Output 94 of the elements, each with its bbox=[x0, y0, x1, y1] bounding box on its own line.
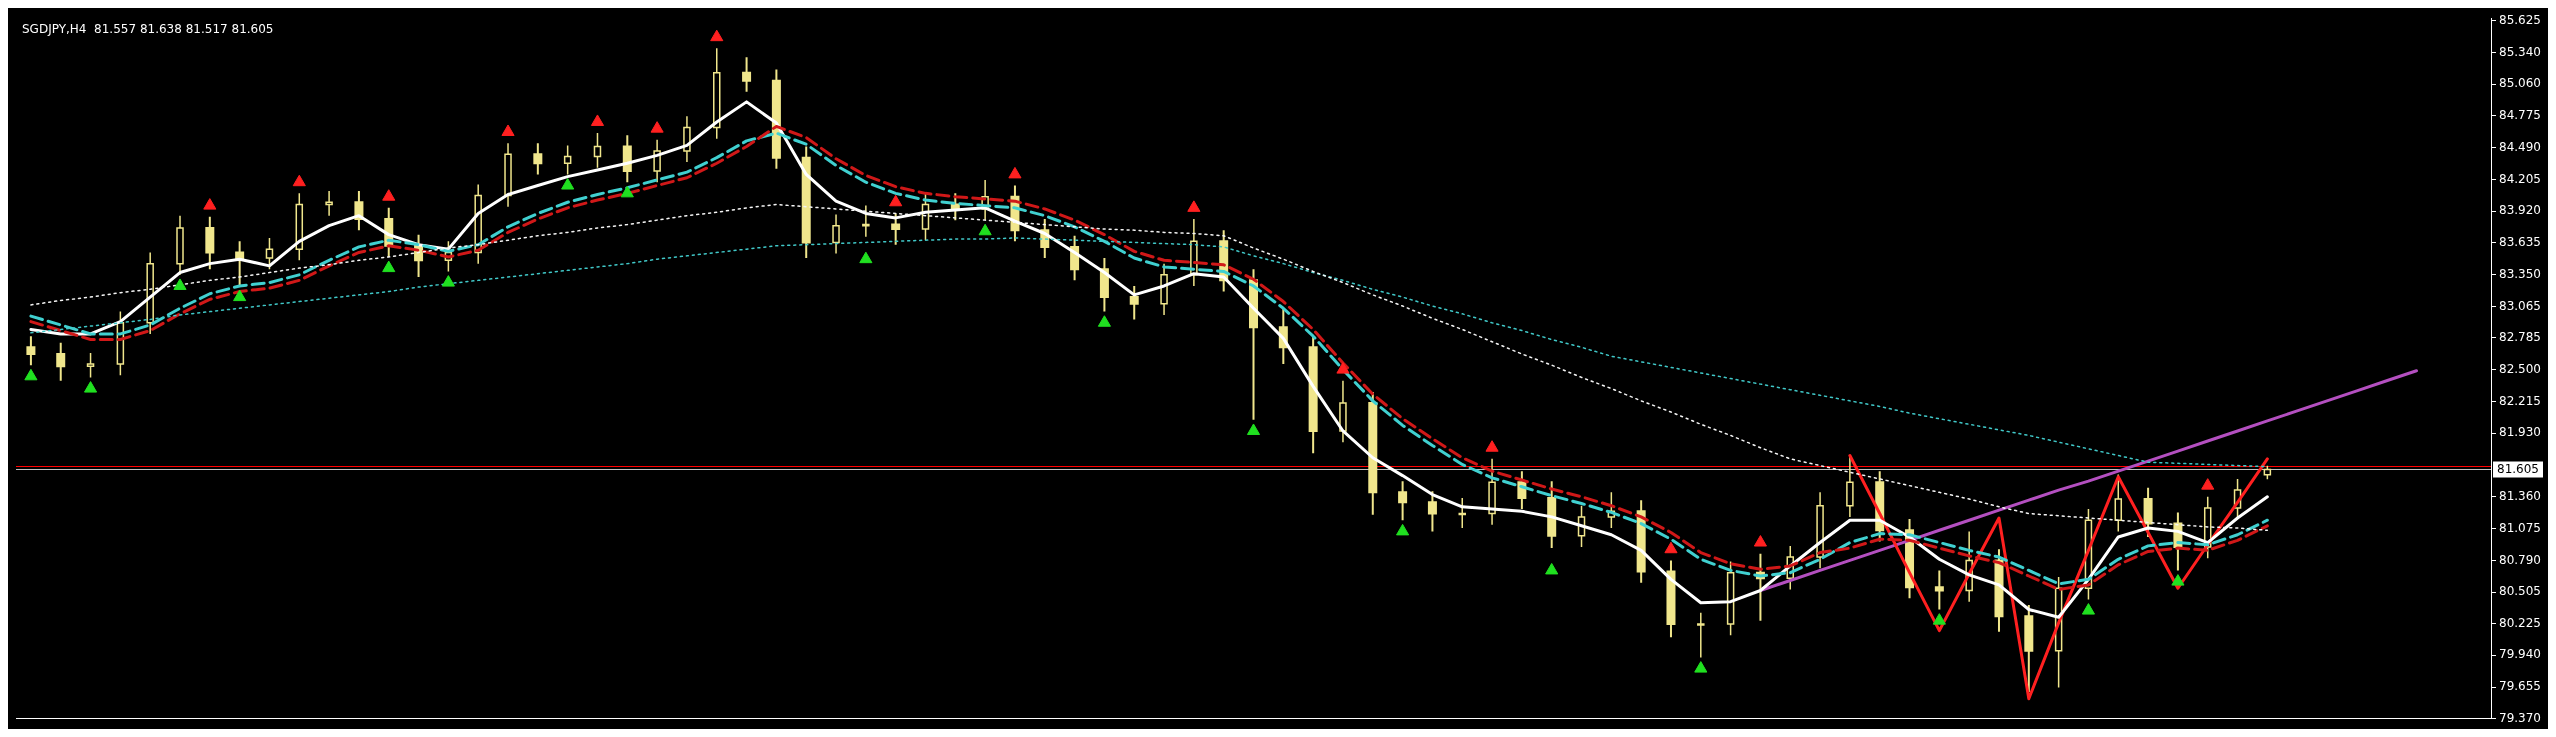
point bbox=[173, 278, 187, 290]
y-tick-label: 81.360 bbox=[2499, 488, 2542, 503]
candlestick bbox=[622, 134, 632, 184]
point bbox=[1187, 200, 1201, 212]
candlestick bbox=[26, 335, 36, 367]
candlestick bbox=[1339, 380, 1347, 443]
y-tick-label: 83.350 bbox=[2499, 266, 2542, 281]
y-tick-label: 85.060 bbox=[2499, 76, 2542, 91]
candlestick bbox=[504, 142, 512, 208]
point bbox=[83, 381, 98, 393]
candlestick bbox=[1547, 480, 1557, 550]
y-tick-label: 79.655 bbox=[2499, 679, 2542, 694]
candlestick bbox=[1458, 497, 1466, 529]
candlestick bbox=[1427, 490, 1437, 533]
candlestick bbox=[533, 142, 543, 176]
point bbox=[650, 121, 664, 133]
y-tick-label: 85.340 bbox=[2499, 44, 2542, 59]
candlestick bbox=[2143, 486, 2153, 538]
point bbox=[1932, 613, 1946, 625]
y-tick-label: 84.490 bbox=[2499, 139, 2542, 154]
point bbox=[1485, 440, 1499, 452]
candlestick bbox=[205, 215, 215, 271]
candlestick bbox=[742, 56, 752, 93]
y-tick-label: 84.205 bbox=[2499, 171, 2542, 186]
ref-line-label: 81.605 bbox=[2497, 461, 2540, 476]
point bbox=[1545, 562, 1559, 575]
point bbox=[2081, 603, 2096, 615]
candlestick bbox=[1697, 612, 1705, 659]
y-tick-label: 82.215 bbox=[2499, 393, 2542, 408]
candlestick bbox=[146, 251, 154, 335]
candlestick bbox=[176, 214, 184, 276]
point bbox=[859, 251, 873, 264]
point bbox=[441, 275, 455, 287]
candlestick bbox=[832, 213, 840, 255]
point bbox=[233, 289, 247, 302]
point bbox=[382, 189, 396, 201]
point bbox=[1336, 362, 1350, 374]
candlestick bbox=[1666, 559, 1676, 639]
y-tick-label: 80.225 bbox=[2499, 615, 2542, 630]
point bbox=[2201, 478, 2215, 490]
point bbox=[382, 260, 396, 273]
point bbox=[889, 194, 903, 207]
candlestick bbox=[563, 144, 572, 176]
point bbox=[24, 368, 38, 381]
candlestick bbox=[801, 145, 811, 260]
point bbox=[1097, 315, 1111, 327]
point bbox=[203, 198, 217, 210]
y-tick-label: 83.920 bbox=[2499, 203, 2542, 218]
candlestick bbox=[891, 212, 901, 246]
y-tick-label: 80.505 bbox=[2499, 584, 2542, 599]
point bbox=[590, 114, 605, 126]
point bbox=[620, 185, 634, 198]
candlestick bbox=[86, 352, 95, 379]
point bbox=[978, 223, 992, 236]
point bbox=[1694, 661, 1708, 673]
point bbox=[292, 174, 306, 187]
y-tick-label: 80.790 bbox=[2499, 552, 2542, 567]
candlestick bbox=[1160, 262, 1168, 316]
candlestick bbox=[862, 204, 870, 238]
y-tick-label: 83.065 bbox=[2499, 298, 2542, 313]
y-tick-label: 83.635 bbox=[2499, 235, 2542, 250]
point bbox=[2171, 574, 2185, 586]
point bbox=[1664, 541, 1678, 554]
y-tick-label: 79.940 bbox=[2499, 647, 2542, 662]
candlestick bbox=[713, 47, 721, 140]
y-tick-label: 82.500 bbox=[2499, 361, 2542, 376]
candlestick bbox=[1308, 335, 1318, 455]
y-tick-label: 81.930 bbox=[2499, 425, 2542, 440]
y-tick-label: 81.075 bbox=[2499, 520, 2542, 535]
point bbox=[561, 178, 575, 190]
point bbox=[710, 29, 724, 42]
candlestick bbox=[2263, 465, 2272, 481]
candlestick bbox=[1488, 458, 1496, 526]
y-tick-label: 82.785 bbox=[2499, 329, 2542, 344]
candlestick bbox=[1129, 284, 1139, 321]
candlestick bbox=[2024, 604, 2034, 694]
candlestick bbox=[325, 190, 333, 217]
candlestick bbox=[1934, 569, 1944, 611]
candlestick bbox=[1368, 390, 1378, 516]
candlestick bbox=[593, 132, 602, 169]
point bbox=[1753, 535, 1767, 547]
candlestick bbox=[2114, 473, 2123, 533]
candlestick bbox=[235, 240, 245, 287]
candlestick bbox=[265, 237, 274, 270]
y-tick-label: 84.775 bbox=[2499, 107, 2542, 122]
point bbox=[1008, 166, 1022, 179]
y-tick-label: 79.370 bbox=[2499, 710, 2542, 725]
candlestick bbox=[56, 341, 66, 382]
point bbox=[1396, 523, 1410, 536]
candlestick bbox=[1398, 480, 1408, 522]
chart-title: SGDJPY,H4 81.557 81.638 81.517 81.605 bbox=[22, 22, 274, 37]
point bbox=[1246, 423, 1261, 435]
y-tick-label: 85.625 bbox=[2499, 13, 2542, 28]
point bbox=[501, 124, 515, 136]
